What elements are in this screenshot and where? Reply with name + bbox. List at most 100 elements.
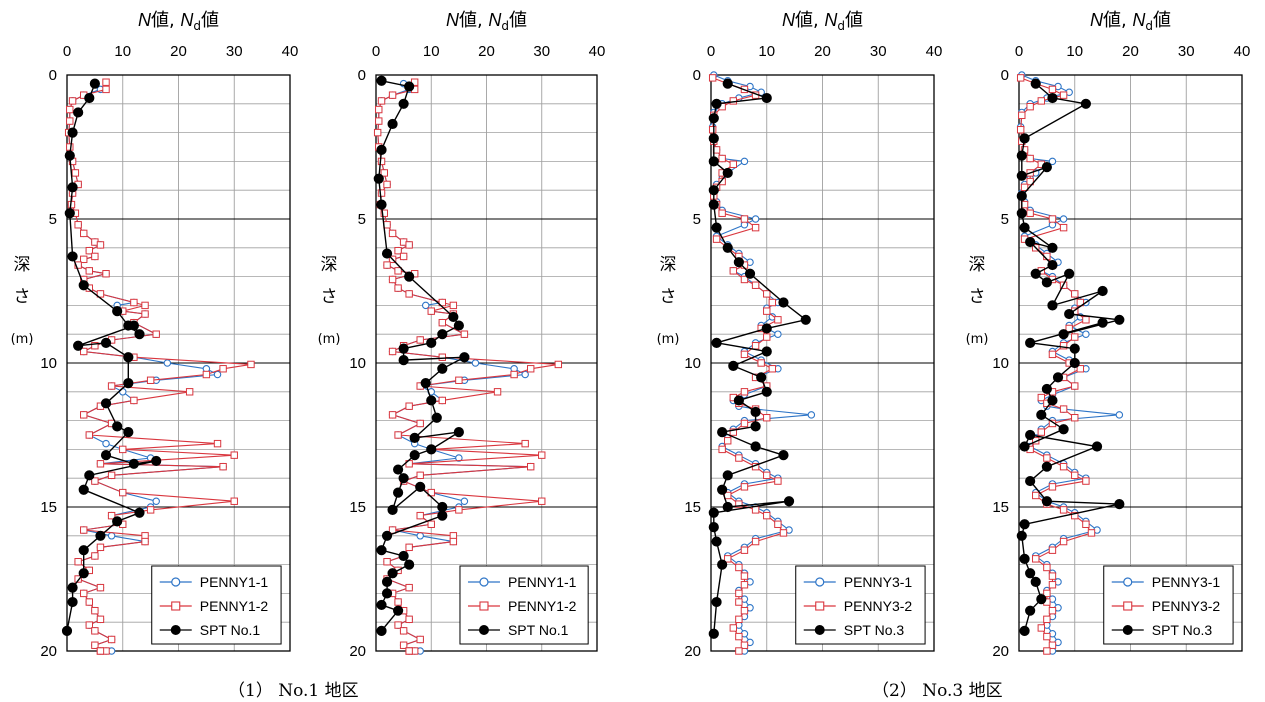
data-point-square (718, 445, 726, 454)
legend-marker (1123, 601, 1133, 611)
data-point-circle (107, 532, 116, 540)
data-point-spt (448, 311, 459, 323)
data-point-square (96, 543, 105, 552)
legend-label: PENNY3-1 (1152, 574, 1221, 590)
data-point-circle (152, 497, 160, 505)
data-point-spt (123, 352, 134, 363)
legend-marker (478, 625, 489, 635)
data-point-square (438, 396, 447, 405)
data-point-square (1071, 333, 1079, 341)
data-point-square (1048, 641, 1057, 649)
data-point-square (712, 235, 721, 243)
data-point-square (85, 431, 93, 439)
caption-area-no1: （1） No.1 地区 (228, 681, 359, 701)
data-point-square (91, 252, 99, 261)
series-line-b (1020, 77, 1093, 652)
data-point-spt (404, 559, 415, 570)
data-point-spt (437, 329, 448, 340)
data-point-square (729, 624, 737, 632)
y-axis-label-line1: 深 (660, 255, 677, 275)
data-point-spt (783, 496, 795, 507)
data-point-spt (1041, 496, 1052, 507)
data-point-spt (722, 78, 733, 89)
x-axis-label-sub: d (837, 19, 845, 33)
data-point-spt (1016, 208, 1027, 219)
data-point-square (405, 583, 413, 592)
data-point-square (399, 641, 408, 649)
y-tick-label: 10 (684, 355, 701, 372)
legend-label: PENNY1-1 (200, 574, 269, 590)
data-point-square (373, 128, 382, 137)
x-axis-label-middle: 値, (459, 10, 488, 31)
data-point-square (1048, 483, 1057, 491)
y-tick-label: 20 (992, 643, 1009, 660)
data-point-spt (1058, 424, 1069, 435)
data-point-spt (376, 625, 387, 636)
data-point-spt (431, 412, 442, 423)
data-point-spt (381, 576, 393, 587)
data-point-spt (134, 507, 145, 518)
data-point-square (405, 543, 413, 552)
y-axis-label-line2: さ (321, 287, 338, 307)
y-axis-label-line2: さ (14, 287, 31, 307)
data-point-spt (387, 568, 398, 579)
data-point-square (1048, 350, 1057, 359)
data-point-square (141, 310, 149, 318)
plot-frame (710, 74, 935, 652)
data-point-square (96, 460, 105, 468)
data-point-circle (455, 454, 463, 462)
y-tick-label: 0 (49, 67, 57, 84)
data-point-square (388, 275, 397, 284)
data-point-square (1059, 91, 1068, 99)
data-point-circle (416, 532, 424, 540)
x-tick-label: 0 (707, 43, 715, 60)
data-point-spt (1025, 429, 1036, 441)
data-point-square (219, 462, 227, 471)
data-point-spt (1041, 162, 1052, 173)
data-point-square (1059, 537, 1068, 546)
data-point-square (1037, 97, 1045, 105)
data-point-square (449, 537, 458, 546)
x-axis-label-end: 値 (1153, 10, 1171, 31)
data-point-square (740, 483, 749, 491)
data-point-square (141, 537, 149, 546)
y-axis-label-unit: (m) (318, 332, 341, 347)
data-point-square (1071, 511, 1079, 520)
legend-label: SPT No.1 (508, 622, 569, 638)
data-point-spt (1025, 605, 1036, 616)
data-point-square (80, 589, 88, 598)
data-point-spt (778, 450, 789, 461)
data-point-square (71, 169, 80, 177)
data-point-spt (381, 588, 393, 599)
y-axis-label-unit: (m) (11, 332, 34, 347)
data-point-square (740, 546, 749, 554)
x-tick-label: 10 (114, 43, 131, 60)
legend-label: PENNY1-2 (508, 598, 577, 614)
data-point-spt (1016, 150, 1027, 161)
data-point-spt (722, 470, 733, 481)
data-point-spt (750, 406, 761, 418)
data-point-square (1071, 290, 1079, 298)
data-point-square (1048, 85, 1057, 94)
legend-label: SPT No.3 (1152, 622, 1213, 638)
y-tick-label: 5 (693, 211, 701, 228)
data-point-square (394, 246, 402, 255)
data-point-circle (460, 497, 469, 505)
data-point-spt (1016, 190, 1027, 202)
data-point-square (427, 307, 435, 315)
data-point-square (416, 511, 424, 520)
data-point-spt (404, 81, 415, 92)
data-point-square (1043, 647, 1051, 655)
data-point-square (85, 621, 93, 629)
data-point-circle (807, 411, 816, 419)
data-point-square (460, 330, 469, 338)
data-point-spt (112, 421, 123, 432)
data-point-square (527, 365, 535, 373)
data-point-square (740, 581, 749, 589)
data-point-spt (711, 337, 722, 348)
y-tick-label: 5 (1001, 211, 1009, 228)
data-point-square (1016, 126, 1025, 134)
data-point-square (774, 316, 782, 324)
legend-label: PENNY3-2 (844, 598, 913, 614)
